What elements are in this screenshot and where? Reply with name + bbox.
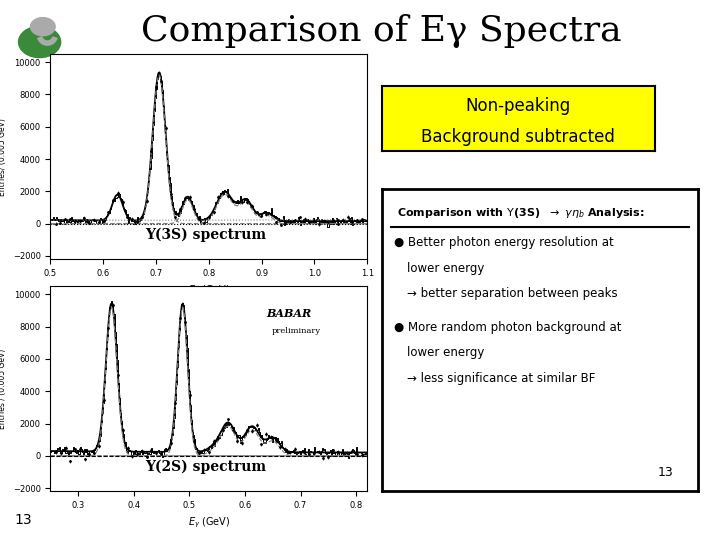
X-axis label: $E_\gamma$ (GeV): $E_\gamma$ (GeV) xyxy=(187,516,230,530)
Text: Comparison with $\Upsilon$(3S)  $\rightarrow$ $\gamma\eta_b$ Analysis:: Comparison with $\Upsilon$(3S) $\rightar… xyxy=(397,206,645,220)
Text: 13: 13 xyxy=(657,467,673,480)
Ellipse shape xyxy=(30,18,55,36)
Text: → better separation between peaks: → better separation between peaks xyxy=(407,287,618,300)
Text: BABAR: BABAR xyxy=(266,308,311,319)
Text: 13: 13 xyxy=(14,513,32,527)
Text: lower energy: lower energy xyxy=(407,346,485,359)
Text: Non-peaking: Non-peaking xyxy=(466,97,571,115)
Text: ● Better photon energy resolution at: ● Better photon energy resolution at xyxy=(395,236,614,249)
Text: ● More random photon background at: ● More random photon background at xyxy=(395,321,622,334)
Y-axis label: Entries/ (0.005 GeV): Entries/ (0.005 GeV) xyxy=(0,118,7,195)
Text: → less significance at similar BF: → less significance at similar BF xyxy=(407,372,595,385)
Ellipse shape xyxy=(19,26,60,58)
X-axis label: $E_\gamma$ (GeV): $E_\gamma$ (GeV) xyxy=(187,284,230,298)
Text: Comparison of Eγ Spectra: Comparison of Eγ Spectra xyxy=(141,14,622,48)
Text: Υ(2S) spectrum: Υ(2S) spectrum xyxy=(145,460,266,474)
Text: Background subtracted: Background subtracted xyxy=(421,128,616,146)
Text: preliminary: preliminary xyxy=(272,327,321,335)
Text: Υ(3S) spectrum: Υ(3S) spectrum xyxy=(145,227,266,242)
Text: lower energy: lower energy xyxy=(407,261,485,274)
Y-axis label: Entries / (0.005 GeV): Entries / (0.005 GeV) xyxy=(0,349,7,429)
